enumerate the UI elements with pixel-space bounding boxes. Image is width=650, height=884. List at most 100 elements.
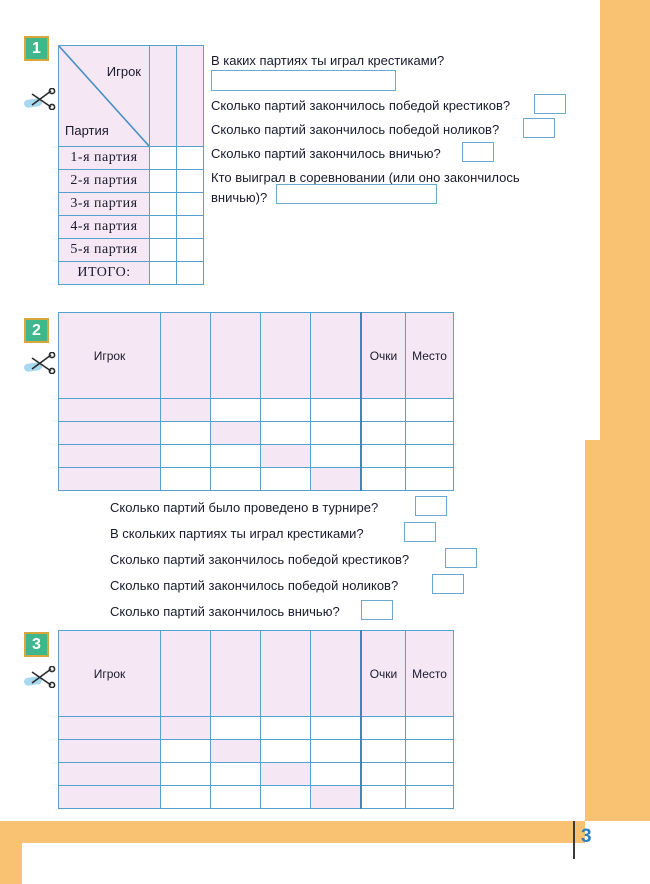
task2-cell-r2c1[interactable]: [58, 421, 161, 445]
task1-question-4: Сколько партий закончилось вничью?: [211, 146, 441, 161]
scissors-icon: [24, 88, 56, 110]
task2-cell-r4-points[interactable]: [360, 467, 406, 491]
task3-cell-r3c3[interactable]: [210, 762, 261, 786]
task2-answer-field-4[interactable]: [432, 574, 464, 594]
task3-cell-r2c2[interactable]: [160, 739, 211, 763]
task1-answer-field-4[interactable]: [462, 142, 494, 162]
task2-cell-r3c5[interactable]: [310, 444, 362, 468]
task2-header-col-5[interactable]: [310, 312, 362, 399]
task3-cell-r3c1[interactable]: [58, 762, 161, 786]
task3-cell-r2c3[interactable]: [210, 739, 261, 763]
task2-header-col-4[interactable]: [260, 312, 311, 399]
task2-cell-r3-place[interactable]: [405, 444, 454, 468]
table1-cell-r4c1[interactable]: [149, 215, 177, 239]
task1-score-table[interactable]: Игрок Партия 1-я партия 2-я партия 3-я п…: [58, 45, 204, 285]
task2-cell-r3c4[interactable]: [260, 444, 311, 468]
task3-cell-r1c4[interactable]: [260, 716, 311, 740]
task2-cell-r4c3[interactable]: [210, 467, 261, 491]
task3-cell-r2-place[interactable]: [405, 739, 454, 763]
task2-cell-r4c4[interactable]: [260, 467, 311, 491]
table-row: [58, 444, 454, 468]
task3-cell-r3c5[interactable]: [310, 762, 362, 786]
task2-cell-r4c2[interactable]: [160, 467, 211, 491]
table1-cell-total-c1[interactable]: [149, 261, 177, 285]
table1-cell-total-c2[interactable]: [176, 261, 204, 285]
task3-cell-r4c2[interactable]: [160, 785, 211, 809]
task3-cell-r2c1[interactable]: [58, 739, 161, 763]
task2-cell-r3c1[interactable]: [58, 444, 161, 468]
task2-answer-field-3[interactable]: [445, 548, 477, 568]
task2-header-col-2[interactable]: [160, 312, 211, 399]
task3-cell-r3c4[interactable]: [260, 762, 311, 786]
task2-answer-field-5[interactable]: [361, 600, 393, 620]
task2-cell-r4-place[interactable]: [405, 467, 454, 491]
table1-cell-r5c2[interactable]: [176, 238, 204, 262]
task2-cell-r1c5[interactable]: [310, 398, 362, 422]
task3-cell-r4c5[interactable]: [310, 785, 362, 809]
table1-cell-r5c1[interactable]: [149, 238, 177, 262]
table-row: [58, 785, 454, 809]
task3-cell-r4-place[interactable]: [405, 785, 454, 809]
task2-cell-r2c4[interactable]: [260, 421, 311, 445]
task3-cell-r4-points[interactable]: [360, 785, 406, 809]
table1-cell-r1c2[interactable]: [176, 146, 204, 170]
task3-cell-r3c2[interactable]: [160, 762, 211, 786]
task1-answer-field-5[interactable]: [276, 184, 437, 204]
task2-question-3: Сколько партий закончилось победой крест…: [110, 552, 410, 567]
task1-answer-field-2[interactable]: [534, 94, 566, 114]
task3-cell-r1c5[interactable]: [310, 716, 362, 740]
task3-header-col-2[interactable]: [160, 630, 211, 717]
scissors-icon: [24, 666, 56, 688]
task3-cell-r1-place[interactable]: [405, 716, 454, 740]
task3-cell-r1-points[interactable]: [360, 716, 406, 740]
task3-cell-r4c3[interactable]: [210, 785, 261, 809]
task2-cell-r2-place[interactable]: [405, 421, 454, 445]
task3-cell-r1c3[interactable]: [210, 716, 261, 740]
table1-cell-r2c1[interactable]: [149, 169, 177, 193]
task3-cell-r2-points[interactable]: [360, 739, 406, 763]
task2-cell-r1c1[interactable]: [58, 398, 161, 422]
task2-cell-r3c3[interactable]: [210, 444, 261, 468]
table1-cell-r3c1[interactable]: [149, 192, 177, 216]
task3-cell-r2c5[interactable]: [310, 739, 362, 763]
task2-cell-r1c3[interactable]: [210, 398, 261, 422]
task2-cell-r2c2[interactable]: [160, 421, 211, 445]
task3-cell-r3-points[interactable]: [360, 762, 406, 786]
task2-cell-r1-points[interactable]: [360, 398, 406, 422]
task1-answer-field-1[interactable]: [211, 70, 396, 91]
task3-cell-r3-place[interactable]: [405, 762, 454, 786]
task2-cell-r2-points[interactable]: [360, 421, 406, 445]
task3-header-col-4[interactable]: [260, 630, 311, 717]
task3-cell-r4c4[interactable]: [260, 785, 311, 809]
task2-cell-r4c1[interactable]: [58, 467, 161, 491]
task2-cell-r2c3[interactable]: [210, 421, 261, 445]
table1-header-col-1[interactable]: [149, 45, 177, 147]
task3-cell-r1c1[interactable]: [58, 716, 161, 740]
table1-row-label-5: 5-я партия: [58, 238, 150, 262]
task2-cell-r1-place[interactable]: [405, 398, 454, 422]
table1-cell-r3c2[interactable]: [176, 192, 204, 216]
table1-header-col-2[interactable]: [176, 45, 204, 147]
task3-header-col-5[interactable]: [310, 630, 362, 717]
task2-cell-r2c5[interactable]: [310, 421, 362, 445]
task3-cell-r1c2[interactable]: [160, 716, 211, 740]
task2-cell-r1c4[interactable]: [260, 398, 311, 422]
task2-cell-r3-points[interactable]: [360, 444, 406, 468]
task3-cell-r2c4[interactable]: [260, 739, 311, 763]
task2-cell-r3c2[interactable]: [160, 444, 211, 468]
task2-header-col-3[interactable]: [210, 312, 261, 399]
table1-cell-r4c2[interactable]: [176, 215, 204, 239]
table1-cell-r1c1[interactable]: [149, 146, 177, 170]
task3-cell-r4c1[interactable]: [58, 785, 161, 809]
task2-question-1: Сколько партий было проведено в турнире?: [110, 500, 379, 515]
task1-answer-field-3[interactable]: [523, 118, 555, 138]
task2-answer-field-1[interactable]: [415, 496, 447, 516]
task3-tournament-table[interactable]: Игрок Очки Место: [58, 630, 454, 809]
task2-cell-r1c2[interactable]: [160, 398, 211, 422]
task3-header-col-3[interactable]: [210, 630, 261, 717]
task2-tournament-table[interactable]: Игрок Очки Место: [58, 312, 454, 491]
task2-cell-r4c5[interactable]: [310, 467, 362, 491]
table1-round-label: Партия: [65, 123, 109, 138]
task2-answer-field-2[interactable]: [404, 522, 436, 542]
table1-cell-r2c2[interactable]: [176, 169, 204, 193]
